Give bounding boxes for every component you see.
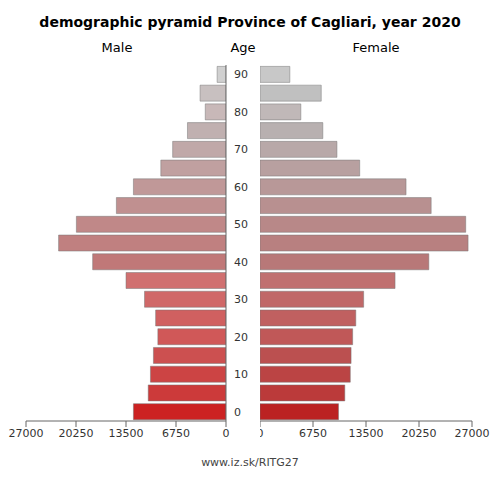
html-text:Age: Age [230,40,256,55]
html-text:Male: Male [101,40,133,55]
svg-text:0: 0 [223,427,230,440]
svg-text:6750: 6750 [299,427,327,440]
svg-text:27000: 27000 [9,427,44,440]
svg-text:13500: 13500 [109,427,144,440]
svg-text:90: 90 [234,68,248,81]
svg-text:80: 80 [234,106,248,119]
svg-text:0: 0 [260,427,264,440]
svg-text:27000: 27000 [455,427,490,440]
svg-text:20250: 20250 [402,427,437,440]
svg-text:40: 40 [234,256,248,269]
html-text:www.iz.sk/RITG27: www.iz.sk/RITG27 [201,456,299,469]
svg-text:13500: 13500 [349,427,384,440]
svg-text:70: 70 [234,143,248,156]
svg-text:20: 20 [234,331,248,344]
svg-text:20250: 20250 [59,427,94,440]
html-text:demographic pyramid Province o: demographic pyramid Province of Cagliari… [39,14,461,30]
svg-text:30: 30 [234,293,248,306]
svg-text:0: 0 [234,406,241,419]
svg-text:60: 60 [234,181,248,194]
html-text:Female: Female [352,40,400,55]
svg-text:50: 50 [234,218,248,231]
svg-text:6750: 6750 [162,427,190,440]
svg-text:10: 10 [234,368,248,381]
